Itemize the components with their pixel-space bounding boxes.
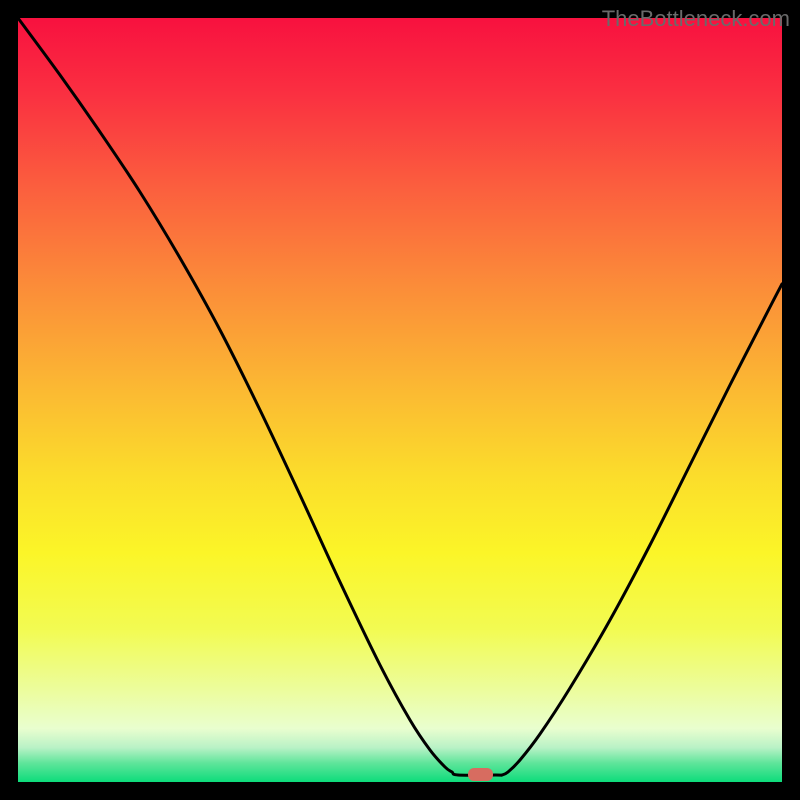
bottleneck-chart — [0, 0, 800, 800]
optimal-range-marker — [468, 768, 493, 781]
watermark-text: TheBottleneck.com — [602, 6, 790, 32]
chart-container: TheBottleneck.com — [0, 0, 800, 800]
gradient-background — [18, 18, 782, 782]
